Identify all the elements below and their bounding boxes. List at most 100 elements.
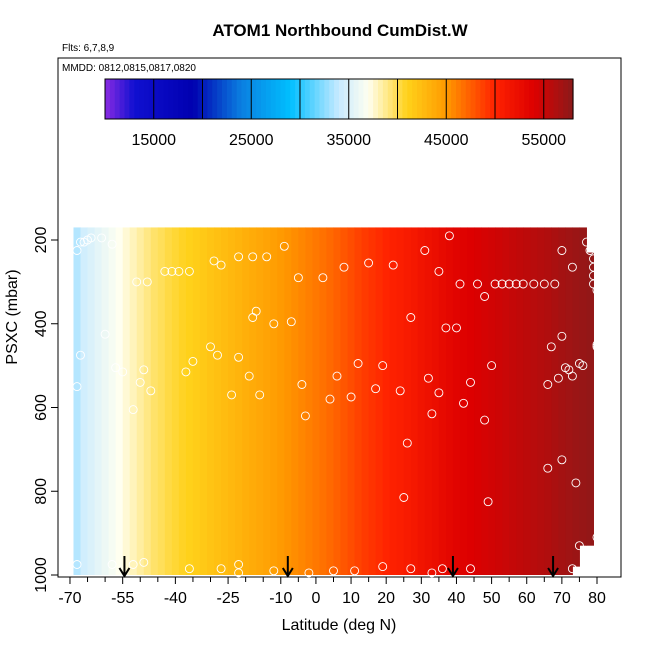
colorbar-segment <box>343 79 350 119</box>
observation-point <box>434 388 444 398</box>
observation-point <box>234 568 244 578</box>
observation-point <box>76 237 85 247</box>
heatmap-cell <box>326 227 334 575</box>
colorbar-segment <box>295 79 301 119</box>
x-tick-label: -55 <box>111 590 134 607</box>
observation-point <box>184 266 194 276</box>
colorbar-segment <box>280 79 286 119</box>
colorbar-segment <box>397 79 403 119</box>
observation-point <box>406 313 416 322</box>
heatmap-cell <box>207 227 215 575</box>
observation-point <box>459 398 468 408</box>
heatmap-cell <box>101 227 110 575</box>
observation-point <box>184 564 194 574</box>
observation-point <box>100 329 110 339</box>
observation-point <box>402 438 412 448</box>
observation-point <box>388 260 398 270</box>
observation-point <box>592 532 602 542</box>
heatmap-cell <box>431 227 440 575</box>
colorbar-segment <box>368 79 374 119</box>
heatmap-cell <box>523 227 531 575</box>
observation-point <box>244 371 254 381</box>
colorbar-tick-label: 25000 <box>229 132 274 149</box>
colorbar: 15000 25000 35000 45000 55000 <box>104 78 574 149</box>
latitude-marker-arrow <box>118 556 131 578</box>
colorbar-segment <box>197 79 204 119</box>
observation-point <box>427 409 437 419</box>
colorbar-segment <box>509 79 516 119</box>
observation-point <box>329 566 338 576</box>
heatmap-cell <box>537 227 545 575</box>
observation-point <box>72 560 82 569</box>
observation-point <box>255 390 265 400</box>
colorbar-segment <box>495 79 501 119</box>
observation-point <box>455 279 465 289</box>
observation-point <box>325 394 335 404</box>
colorbar-segment <box>543 79 550 119</box>
colorbar-segment <box>382 79 389 119</box>
heatmap-cell <box>495 227 503 575</box>
heatmap-cell <box>333 227 342 575</box>
observation-point <box>216 564 226 574</box>
observation-point <box>550 279 560 289</box>
y-axis: 200 400 600 800 1000 <box>33 227 58 593</box>
colorbar-segment <box>538 79 545 119</box>
heatmap-cell <box>87 227 96 575</box>
colorbar-segment <box>129 79 135 119</box>
observation-point <box>209 256 219 266</box>
colorbar-segment <box>417 79 423 119</box>
heatmap-cell <box>199 227 208 575</box>
colorbar-tick-label: 55000 <box>522 132 567 149</box>
heatmap-cell <box>382 227 391 575</box>
heatmap-cell <box>221 227 229 575</box>
colorbar-segment <box>334 79 340 119</box>
colorbar-segment <box>446 79 452 119</box>
observation-point <box>269 319 279 329</box>
colorbar-segment <box>226 79 233 119</box>
heatmap-cell <box>73 227 82 575</box>
colorbar-segment <box>275 79 282 119</box>
colorbar-segment <box>451 79 457 119</box>
observation-point <box>483 497 493 507</box>
observation-point <box>279 241 289 251</box>
observation-point <box>434 266 444 276</box>
colorbar-segment <box>353 79 360 119</box>
observation-points <box>72 231 602 578</box>
observation-point <box>111 363 121 373</box>
heatmap-cell <box>445 227 454 575</box>
y-axis-label: PSXC (mbar) <box>4 269 21 364</box>
heatmap-cell <box>572 227 580 567</box>
heatmap-cell <box>164 227 173 575</box>
observation-point <box>539 279 549 289</box>
observation-point <box>378 562 388 572</box>
colorbar-segment <box>212 79 218 119</box>
observation-point <box>567 371 577 381</box>
observation-point <box>318 273 328 283</box>
colorbar-segment <box>534 79 540 119</box>
observation-point <box>592 342 602 352</box>
colorbar-segment <box>192 79 199 119</box>
colorbar-segment <box>358 79 364 119</box>
colorbar-tick-label: 45000 <box>424 132 469 149</box>
observation-point <box>406 564 416 574</box>
observation-point <box>473 279 482 289</box>
observation-point <box>582 237 591 247</box>
observation-point <box>487 361 497 371</box>
chart-title: ATOM1 Northbound CumDist.W <box>212 21 468 40</box>
observation-point <box>504 279 514 289</box>
colorbar-segment <box>407 79 413 119</box>
heatmap-cell <box>80 227 89 575</box>
observation-point <box>497 279 507 289</box>
observation-point <box>213 350 222 360</box>
colorbar-segment <box>485 79 491 119</box>
heatmap-cell <box>396 227 405 575</box>
observation-point <box>480 292 490 301</box>
colorbar-segment <box>519 79 525 119</box>
heatmap-cell <box>459 227 468 575</box>
observation-point <box>553 373 563 383</box>
observation-point <box>574 541 584 551</box>
heatmap-cell <box>438 227 447 575</box>
heatmap-cell <box>150 227 159 575</box>
colorbar-segment <box>524 79 530 119</box>
observation-point <box>371 384 381 394</box>
